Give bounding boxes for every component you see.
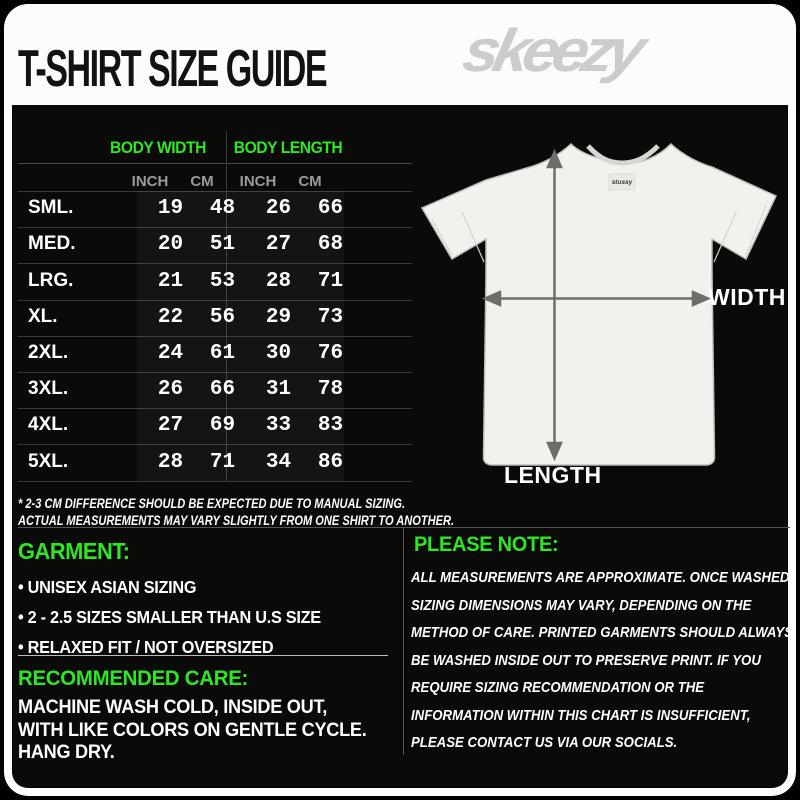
svg-text:stussy: stussy <box>612 179 633 186</box>
